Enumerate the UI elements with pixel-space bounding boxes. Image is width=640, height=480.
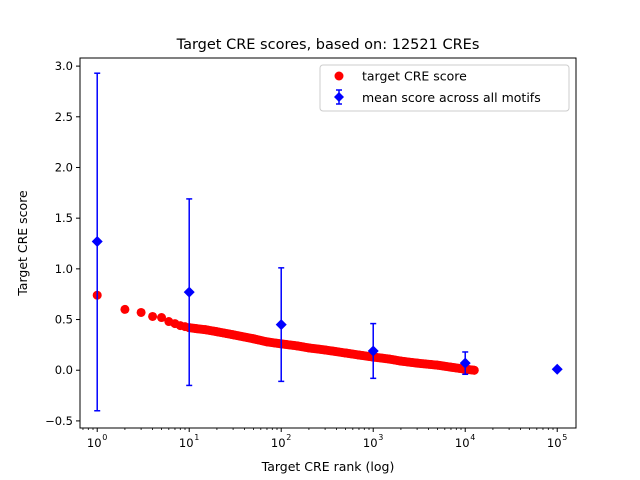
x-tick-exponent: 1 [194,433,199,442]
y-tick-label: 2.5 [55,110,73,124]
x-tick-exponent: 3 [378,433,383,442]
x-axis-label: Target CRE rank (log) [261,459,395,474]
x-tick-exponent: 0 [102,433,107,442]
x-tick-exponent: 5 [562,433,567,442]
legend: target CRE score mean score across all m… [319,64,570,112]
y-tick-label: −0.5 [45,414,73,428]
x-tick-label: 10 4 [455,433,475,450]
x-tick-label: 10 2 [271,433,291,450]
legend-label-target-cre-score: target CRE score [362,69,467,84]
x-tick-label: 10 1 [179,433,199,450]
chart-title: Target CRE scores, based on: 12521 CREs [176,37,480,53]
score-point [120,304,130,314]
mean-score-point [367,345,379,357]
series-mean-score [91,72,563,412]
plot-area [91,72,563,412]
x-tick-label: 10 3 [363,433,383,450]
legend-box [319,64,570,112]
x-tick-base: 10 [455,436,470,450]
plot-frame [79,57,577,429]
x-tick-base: 10 [271,436,286,450]
mean-score-point [275,319,287,331]
x-tick-base: 10 [179,436,194,450]
x-tick-exponent: 4 [470,433,475,442]
legend-marker-target-cre-score [334,71,344,81]
x-tick-label: 10 0 [87,433,107,450]
x-tick-base: 10 [87,436,102,450]
series-target-cre-score [92,290,479,375]
x-tick-exponent: 2 [286,433,291,442]
mean-score-point [183,286,195,298]
score-point [469,365,479,375]
legend-marker-mean-score [334,92,344,102]
score-point [136,307,146,317]
y-tick-label: 1.5 [55,211,73,225]
y-axis-label: Target CRE score [15,190,30,297]
y-tick-label: 0.5 [55,313,73,327]
y-tick-label: 1.0 [55,262,73,276]
score-point [157,313,167,323]
x-tick-base: 10 [547,436,562,450]
y-tick-label: 2.0 [55,160,73,174]
mean-score-point [91,235,103,247]
y-tick-label: 3.0 [55,59,73,73]
x-tick-label: 10 5 [547,433,567,450]
score-point [148,311,158,321]
legend-label-mean-score: mean score across all motifs [362,90,541,105]
x-tick-base: 10 [363,436,378,450]
y-tick-label: 0.0 [55,363,73,377]
mean-score-point [459,357,471,369]
mean-score-point [551,363,563,375]
